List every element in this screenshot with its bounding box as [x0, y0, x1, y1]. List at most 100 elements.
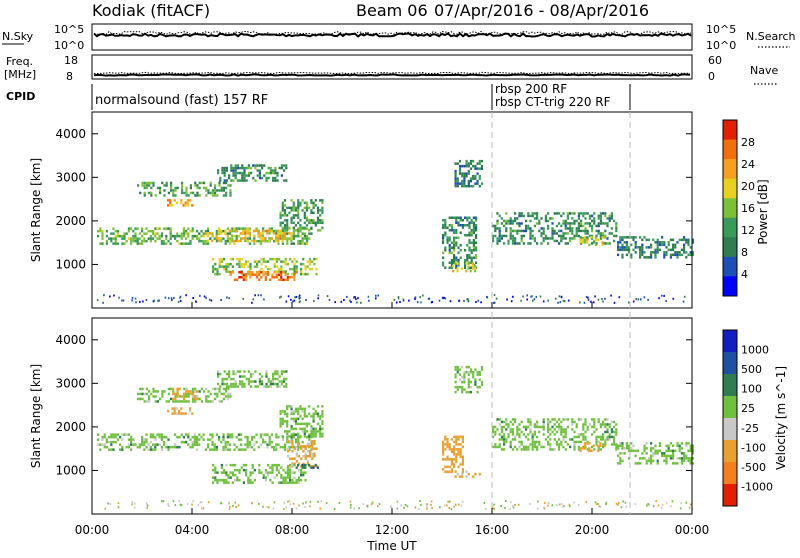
- power-cell: [248, 237, 251, 240]
- velocity-cell: [319, 425, 322, 428]
- velocity-cell: [224, 443, 227, 446]
- power-cell: [464, 216, 467, 219]
- velocity-cell: [224, 448, 227, 451]
- velocity-ground-cell: [358, 507, 360, 510]
- velocity-cell: [604, 443, 607, 446]
- power-cell: [468, 221, 471, 224]
- velocity-cell: [176, 445, 179, 449]
- velocity-ground-cell: [443, 504, 446, 507]
- velocity-ground-cell: [180, 504, 183, 507]
- velocity-cell: [533, 430, 536, 434]
- power-cell: [632, 236, 635, 239]
- velocity-cell: [171, 407, 174, 410]
- power-ground-cell: [242, 297, 244, 300]
- velocity-cell: [292, 445, 295, 449]
- power-ytick-label: 1000: [55, 257, 86, 271]
- power-cell: [602, 234, 605, 238]
- velocity-cell: [286, 405, 289, 408]
- power-cell: [308, 206, 311, 210]
- power-cell: [253, 273, 256, 276]
- power-cell: [123, 242, 126, 245]
- power-cell: [176, 234, 179, 238]
- power-cell: [467, 162, 470, 165]
- velocity-cell: [584, 420, 587, 424]
- power-cell: [277, 237, 280, 240]
- velocity-cell: [295, 478, 298, 482]
- power-cell: [285, 179, 288, 182]
- velocity-cell: [669, 457, 672, 460]
- velocity-ground-cell: [509, 508, 511, 510]
- velocity-cell: [645, 447, 648, 450]
- velocity-cell: [148, 400, 151, 403]
- power-cell: [685, 256, 688, 259]
- power-cell: [475, 256, 478, 259]
- power-cell: [468, 216, 471, 219]
- velocity-cell: [575, 425, 578, 429]
- power-cell: [198, 237, 201, 240]
- velocity-cell: [316, 405, 320, 408]
- velocity-cell: [228, 370, 231, 373]
- power-cell: [308, 229, 311, 232]
- power-cell: [590, 236, 593, 239]
- velocity-cell: [310, 425, 313, 428]
- velocity-ground-cell: [620, 506, 623, 509]
- velocity-ground-cell: [325, 502, 328, 505]
- power-cell: [306, 272, 309, 276]
- velocity-cell: [467, 383, 470, 386]
- power-cell: [453, 244, 456, 247]
- power-cell: [251, 271, 254, 274]
- power-cell: [281, 242, 284, 245]
- velocity-cell: [167, 392, 170, 396]
- velocity-cell: [458, 385, 462, 389]
- power-cell: [608, 232, 611, 235]
- velocity-cell: [279, 445, 282, 449]
- power-cell: [467, 182, 470, 185]
- power-cell: [290, 219, 293, 222]
- power-cell: [209, 237, 212, 240]
- velocity-cell: [687, 459, 690, 463]
- velocity-ground-cell: [309, 505, 311, 508]
- velocity-cell: [313, 447, 316, 450]
- velocity-cell: [516, 448, 519, 451]
- velocity-cell: [160, 438, 163, 441]
- power-cell: [163, 194, 166, 197]
- power-cell: [174, 186, 177, 190]
- power-cell: [658, 248, 661, 252]
- velocity-ground-cell: [133, 506, 136, 509]
- velocity-cell: [312, 466, 315, 469]
- power-cell: [455, 219, 458, 222]
- velocity-cell: [275, 468, 278, 472]
- velocity-ground-cell: [162, 500, 165, 503]
- xtick-label: 20:00: [575, 523, 610, 537]
- power-cell: [669, 238, 672, 242]
- velocity-ground-cell: [289, 503, 292, 506]
- power-cell: [154, 227, 157, 230]
- power-cell: [297, 234, 300, 238]
- power-cell: [511, 237, 514, 240]
- velocity-cell: [529, 428, 532, 431]
- velocity-cell: [301, 440, 304, 444]
- velocity-cell: [297, 422, 300, 426]
- power-cell: [297, 201, 300, 205]
- velocity-cell: [136, 445, 139, 449]
- power-cell: [169, 201, 172, 205]
- power-cell: [549, 237, 552, 240]
- power-cell: [656, 251, 659, 254]
- power-cell: [299, 226, 302, 230]
- velocity-cell: [595, 440, 598, 444]
- colorbar-swatch: [723, 198, 737, 219]
- velocity-cell: [584, 423, 587, 426]
- power-cell: [303, 216, 306, 220]
- velocity-cell: [223, 382, 226, 386]
- power-cell: [223, 166, 226, 170]
- velocity-cell: [444, 443, 447, 446]
- power-cell: [281, 229, 284, 233]
- velocity-cell: [461, 388, 464, 391]
- power-cell: [665, 246, 668, 249]
- velocity-cell: [558, 438, 561, 441]
- velocity-cell: [205, 395, 208, 398]
- velocity-cell: [467, 472, 470, 476]
- power-cell: [231, 237, 234, 240]
- power-cell: [148, 184, 151, 187]
- power-ground-cell: [210, 299, 213, 302]
